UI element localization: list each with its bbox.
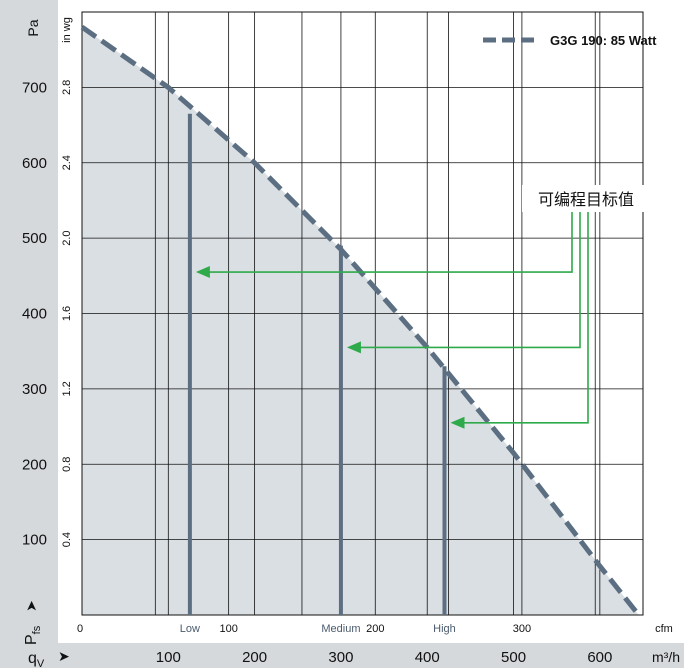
target-arrow-line	[207, 212, 573, 273]
x-tick-m3h: 400	[415, 649, 440, 666]
y-tick-inwg: 0.4	[61, 532, 73, 547]
speed-label-medium: Medium	[321, 623, 360, 635]
y-tick-inwg: 0.8	[61, 457, 73, 472]
y-axis-unit-pa: Pa	[25, 19, 41, 36]
y-tick-pa: 100	[22, 532, 47, 549]
x-tick-m3h: 200	[242, 649, 267, 666]
x-tick-cfm: 0	[77, 623, 83, 635]
axis-ticks: 100 200 300 400 500 600 700 0.4 0.8 1.2 1.6 2.0 2.4 2…	[22, 79, 612, 666]
x-tick-m3h: 100	[156, 649, 181, 666]
y-tick-inwg: 2.4	[61, 155, 73, 170]
speed-lines: Low Medium High	[180, 113, 456, 635]
curve-g3g-190	[80, 25, 641, 617]
target-arrow-head	[450, 416, 465, 429]
x-tick-cfm: 100	[219, 623, 237, 635]
x-tick-m3h: 300	[328, 649, 353, 666]
grid-lines	[81, 11, 644, 616]
annotation-label: 可编程目标值	[538, 190, 634, 209]
x-axis-unit-cfm: cfm	[655, 623, 673, 635]
y-tick-inwg: 1.6	[61, 306, 73, 321]
y-tick-pa: 400	[22, 306, 47, 323]
y-tick-pa: 700	[22, 79, 47, 96]
left-axis-band	[0, 0, 58, 668]
target-arrow-head	[346, 341, 361, 354]
x-tick-m3h: 500	[501, 649, 526, 666]
target-arrow-line	[358, 212, 581, 349]
y-tick-inwg: 2.8	[61, 80, 73, 95]
bottom-axis-band	[0, 643, 684, 668]
flow-symbol: qV	[28, 650, 45, 668]
y-axis-unit-inwg: in wg	[61, 17, 73, 43]
operating-area-fill	[82, 27, 639, 616]
x-axis-unit-m3h: m³/h	[652, 649, 680, 665]
y-tick-pa: 200	[22, 456, 47, 473]
pressure-symbol: Pfs	[23, 625, 43, 645]
target-arrows	[195, 212, 589, 429]
pressure-arrow-icon: ➤	[24, 600, 40, 612]
flow-arrow-icon: ➤	[58, 649, 70, 665]
x-tick-m3h: 600	[587, 649, 612, 666]
y-tick-inwg: 2.0	[61, 230, 73, 245]
target-arrow-head	[195, 266, 210, 279]
x-tick-cfm: 200	[366, 623, 384, 635]
speed-label-low: Low	[180, 623, 200, 635]
annotation-box	[522, 185, 650, 212]
y-tick-pa: 300	[22, 381, 47, 398]
legend-label: G3G 190: 85 Watt	[550, 33, 657, 48]
y-tick-pa: 500	[22, 230, 47, 247]
y-tick-inwg: 1.2	[61, 381, 73, 396]
target-arrow-line	[462, 212, 589, 424]
x-tick-cfm: 300	[513, 623, 531, 635]
y-tick-pa: 600	[22, 155, 47, 172]
speed-label-high: High	[433, 623, 456, 635]
